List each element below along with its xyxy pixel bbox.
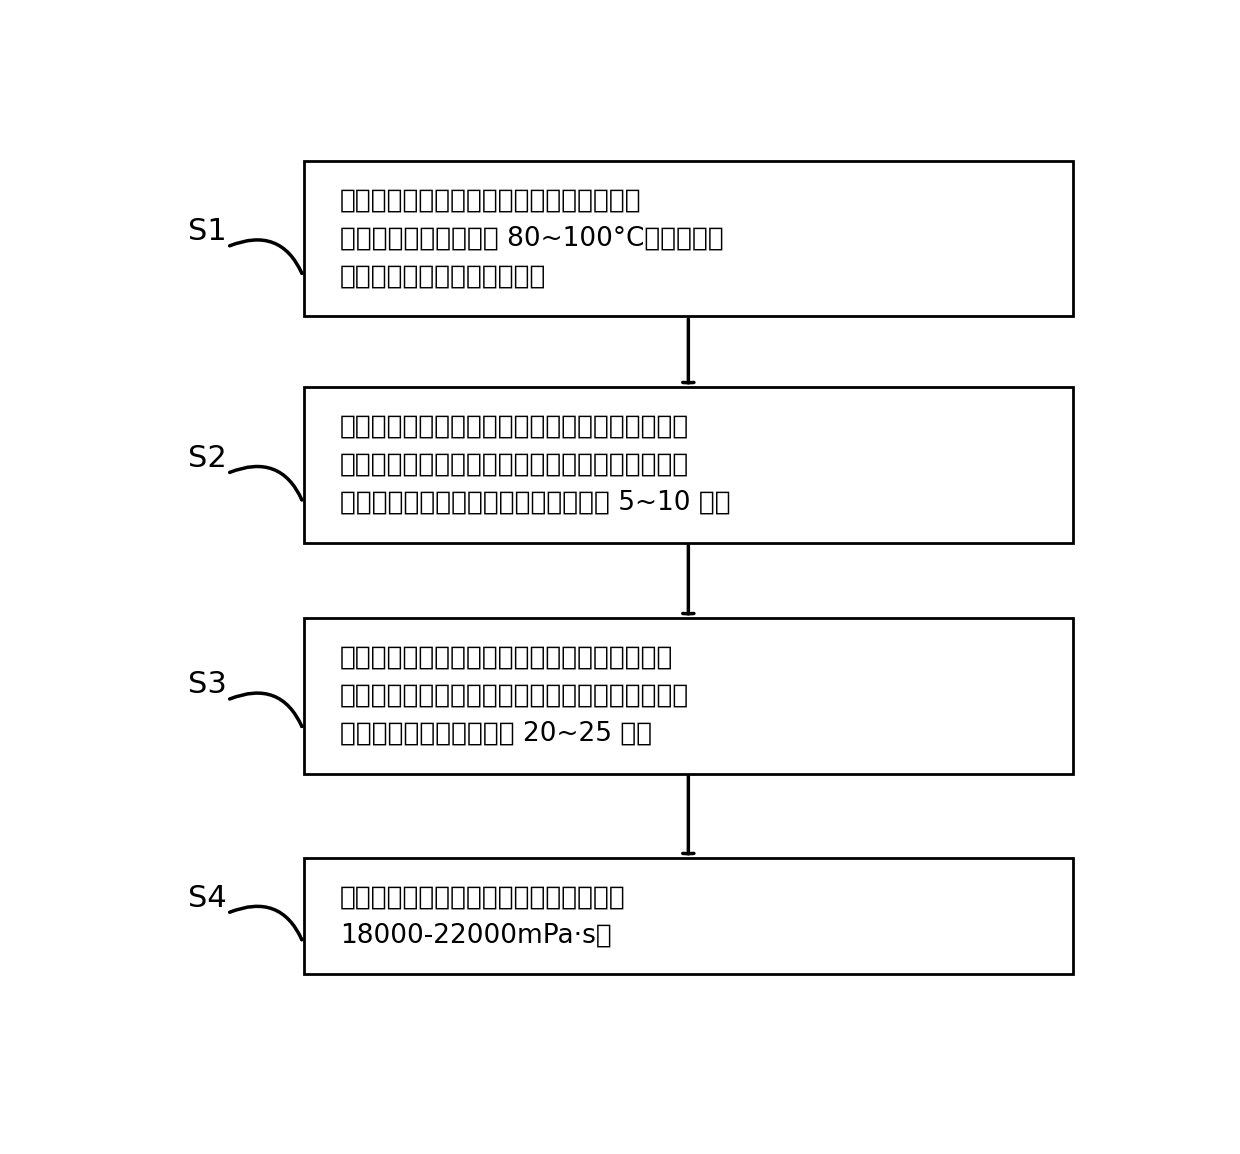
- FancyArrowPatch shape: [229, 466, 301, 500]
- Text: 加入表面改性剂搅拌均匀，以调整粘度至
18000-22000mPa·s。: 加入表面改性剂搅拌均匀，以调整粘度至 18000-22000mPa·s。: [340, 885, 626, 949]
- Text: 将膏状有机粘合剂、有机物包覆改性的金属铜颗粒
混合持续搅拌形成混合物；调节好三辊机的辊轧温
度，将所述混合物在三辊机上辊轧分散 5~10 次。: 将膏状有机粘合剂、有机物包覆改性的金属铜颗粒 混合持续搅拌形成混合物；调节好三辊…: [340, 414, 730, 516]
- Text: 向三辊机中加入银粉和金属氧化物助剂，边加边
搅拌，直至银粉和金属氧化物助剂全部添加完毕，
再用三辊机进行辊轧分散 20~25 次。: 向三辊机中加入银粉和金属氧化物助剂，边加边 搅拌，直至银粉和金属氧化物助剂全部添…: [340, 645, 689, 747]
- FancyArrowPatch shape: [229, 906, 301, 939]
- Text: 按配方比例称量构成有机粘合剂的各组分，
在容器中混合并加热至 80~100°C，搅拌得到
颜色均一的膏状有机粘合剂。: 按配方比例称量构成有机粘合剂的各组分， 在容器中混合并加热至 80~100°C，…: [340, 187, 724, 290]
- FancyBboxPatch shape: [304, 388, 1073, 542]
- FancyBboxPatch shape: [304, 160, 1073, 316]
- Text: S2: S2: [188, 444, 227, 473]
- Text: S3: S3: [188, 670, 227, 699]
- FancyArrowPatch shape: [229, 694, 301, 726]
- FancyArrowPatch shape: [229, 240, 301, 273]
- Text: S1: S1: [188, 217, 227, 246]
- FancyBboxPatch shape: [304, 619, 1073, 774]
- FancyBboxPatch shape: [304, 859, 1073, 974]
- Text: S4: S4: [188, 884, 227, 913]
